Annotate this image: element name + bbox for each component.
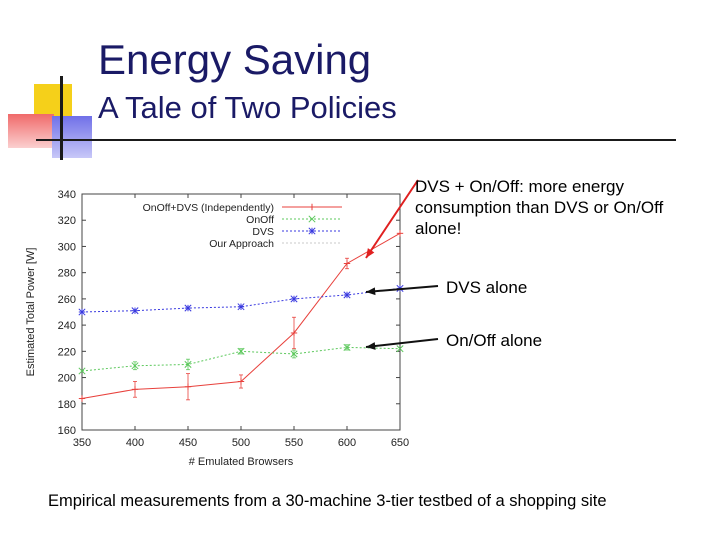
annotation-combined-line3: alone! (415, 219, 462, 238)
data-point (184, 360, 192, 368)
data-point (237, 347, 245, 355)
legend-label: OnOff (246, 214, 274, 226)
x-tick-label: 500 (232, 437, 250, 449)
deco-horizontal-line (36, 139, 676, 141)
annotation-combined-line2: consumption than DVS or On/Off (415, 198, 664, 217)
arrow-combined-head (366, 248, 375, 258)
data-point (184, 304, 192, 312)
x-tick-label: 650 (391, 437, 409, 449)
data-point (308, 215, 316, 223)
chart-frame (81, 193, 401, 431)
y-tick-label: 180 (58, 399, 76, 411)
data-point (290, 295, 298, 303)
data-point (343, 291, 351, 299)
y-tick-label: 200 (58, 373, 76, 385)
slide-subtitle: A Tale of Two Policies (98, 90, 397, 125)
y-tick-label: 300 (58, 241, 76, 253)
deco-vertical-line (60, 76, 63, 160)
x-tick-label: 450 (179, 437, 197, 449)
y-tick-label: 320 (58, 215, 76, 227)
legend-label: DVS (252, 226, 274, 238)
data-point (131, 307, 139, 315)
data-point (308, 227, 316, 235)
arrow-combined (365, 179, 419, 259)
legend-label: Our Approach (209, 238, 274, 250)
arrow-dvs (365, 285, 439, 293)
x-tick-label: 350 (73, 437, 91, 449)
data-point (78, 308, 86, 316)
deco-blue-square (52, 116, 92, 158)
arrow-onoff (365, 338, 439, 348)
y-tick-label: 340 (58, 189, 76, 201)
x-tick-label: 600 (338, 437, 356, 449)
annotation-combined: DVS + On/Off: more energy consumption th… (415, 176, 663, 239)
legend-label: OnOff+DVS (Independently) (143, 202, 274, 214)
data-point (396, 345, 404, 353)
x-tick-label: 400 (126, 437, 144, 449)
y-tick-label: 260 (58, 294, 76, 306)
data-point (237, 303, 245, 311)
data-point (131, 362, 139, 370)
slide-title: Energy Saving (98, 36, 372, 83)
y-tick-label: 280 (58, 268, 76, 280)
data-point (343, 343, 351, 351)
annotation-dvs: DVS alone (446, 278, 528, 297)
slide-caption: Empirical measurements from a 30-machine… (48, 492, 607, 510)
y-tick-label: 220 (58, 346, 76, 358)
y-tick-label: 160 (58, 425, 76, 437)
annotation-onoff: On/Off alone (446, 331, 543, 350)
x-axis-label: # Emulated Browsers (189, 456, 294, 468)
y-tick-label: 240 (58, 320, 76, 332)
data-point (290, 350, 298, 358)
data-point (78, 367, 86, 375)
deco-red-square (8, 114, 54, 148)
arrow-dvs-head (366, 287, 376, 296)
annotation-combined-line1: DVS + On/Off: more energy (415, 177, 624, 196)
y-axis-label: Estimated Total Power [W] (25, 248, 37, 377)
x-tick-label: 550 (285, 437, 303, 449)
arrow-onoff-head (366, 342, 376, 350)
